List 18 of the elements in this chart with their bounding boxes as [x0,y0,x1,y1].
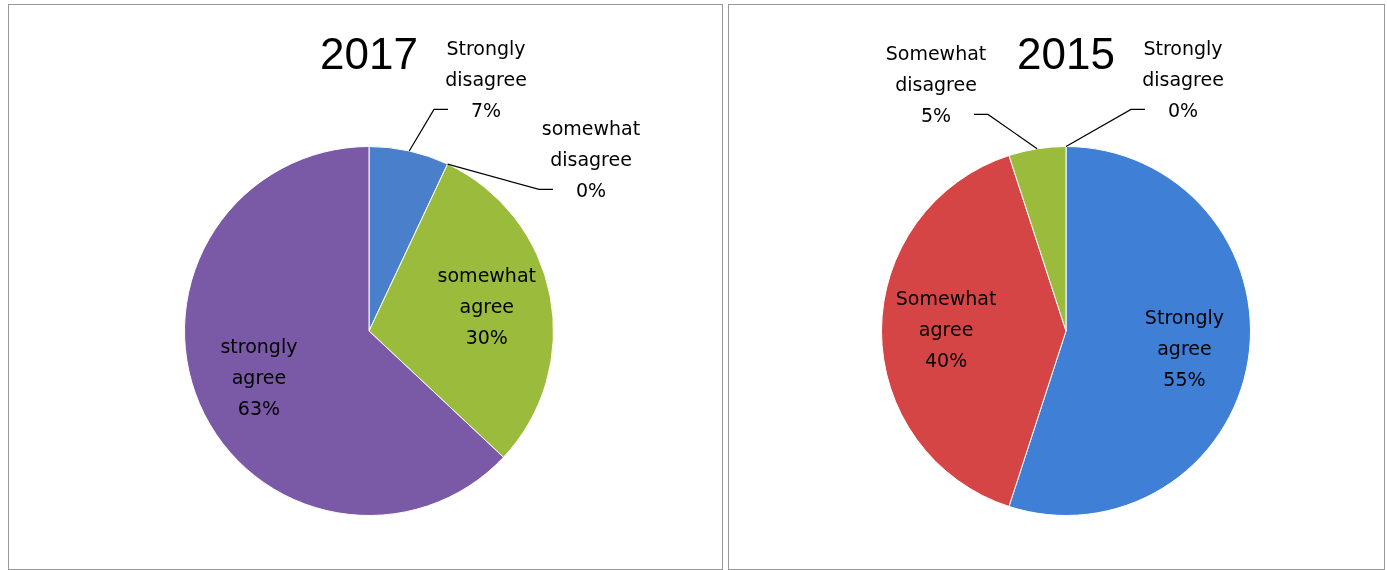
data-label: 40% [924,348,968,371]
text: 0% [575,179,607,202]
category-label: Strongly disagree [1142,37,1224,91]
chart-title: 2017 [320,29,418,79]
category-label: somewhat disagree [541,117,641,171]
slice-label: Strongly disagree [445,37,527,91]
data-label: 55% [1163,367,1206,390]
data-label: 5% [920,104,952,127]
data-label: 30% [465,326,508,349]
slice-label: strongly agree [220,334,298,388]
slice-label: Strongly agree [1144,305,1225,359]
slice-label: Somewhat agree [895,286,997,340]
data-label: 7% [470,99,502,122]
text: 0% [1167,99,1199,122]
chart-title: 2015 [1017,29,1115,79]
slice-label: Somewhat disagree [885,42,987,96]
data-label: 63% [237,396,281,419]
slice-label: somewhat agree [437,264,536,318]
